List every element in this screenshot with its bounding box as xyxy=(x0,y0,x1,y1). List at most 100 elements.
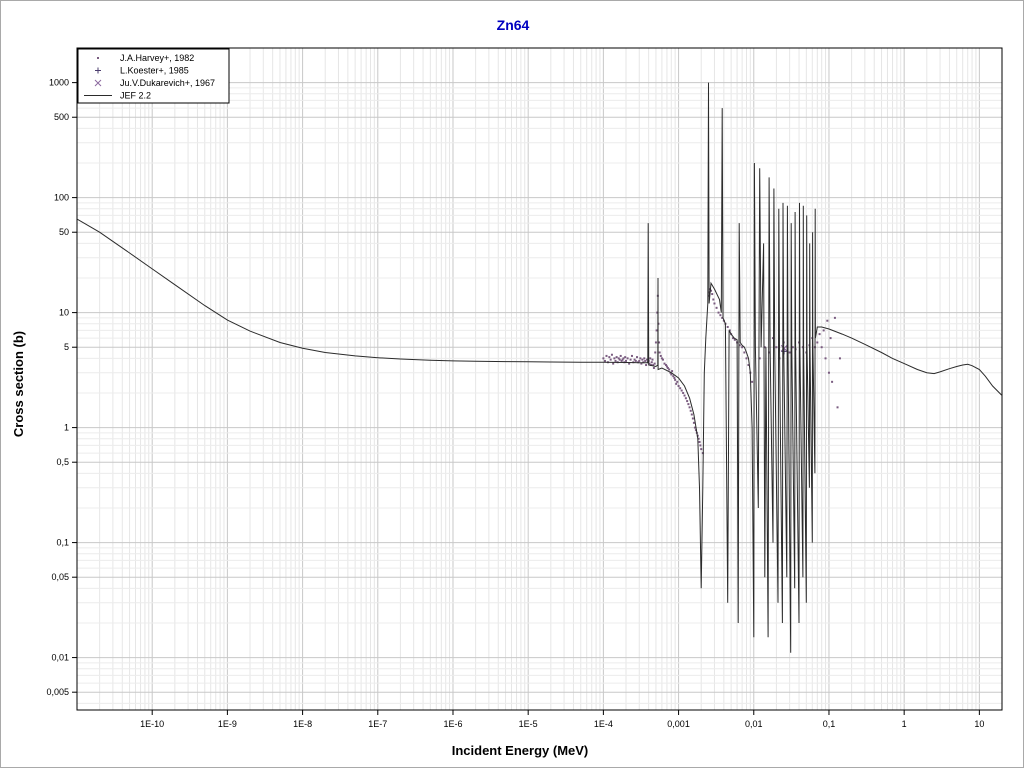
data-point xyxy=(603,359,606,362)
data-point xyxy=(833,316,836,319)
data-point xyxy=(624,356,627,359)
data-point xyxy=(763,346,766,349)
legend-box xyxy=(77,48,230,104)
data-point xyxy=(676,380,679,383)
legend-item: JEF 2.2 xyxy=(84,91,151,101)
series-line xyxy=(77,82,1002,653)
data-point xyxy=(822,329,825,332)
legend-plus-icon xyxy=(95,67,101,74)
data-point xyxy=(636,356,639,359)
data-point xyxy=(711,293,714,296)
legend: J.A.Harvey+, 1982 L.Koester+, 1985 Ju.V.Du… xyxy=(77,48,230,104)
x-tick-label: 0,001 xyxy=(667,719,690,729)
data-point xyxy=(733,338,736,341)
x-axis-ticks: 1E-10 1E-9 1E-8 1E-7 1E-6 1E-5 1E-4 0,001 0,01 0,… xyxy=(140,710,984,729)
data-point xyxy=(689,409,692,412)
data-point xyxy=(619,354,622,357)
data-point xyxy=(626,357,629,360)
data-point xyxy=(633,358,636,361)
legend-x-icon xyxy=(94,79,102,87)
data-point xyxy=(674,378,677,381)
x-tick-label: 10 xyxy=(974,719,984,729)
data-point xyxy=(691,417,694,420)
data-point xyxy=(612,362,615,365)
data-point xyxy=(675,382,678,385)
data-point xyxy=(717,311,720,314)
data-point xyxy=(713,302,716,305)
data-point xyxy=(665,365,668,368)
legend-dot-icon xyxy=(97,57,99,59)
data-point xyxy=(831,380,834,383)
data-point xyxy=(649,357,652,360)
data-point xyxy=(683,394,686,397)
y-axis-ticks: 1000 500 100 50 10 5 1 0,5 0,1 0,05 0,01 0,005 xyxy=(46,78,77,697)
plot-area xyxy=(76,47,1003,711)
data-point xyxy=(653,362,656,365)
data-point xyxy=(816,341,819,344)
chart-title: Zn64 xyxy=(497,17,530,33)
data-point xyxy=(658,351,661,354)
data-point xyxy=(621,358,624,361)
data-point xyxy=(658,341,661,344)
data-point xyxy=(656,311,659,314)
data-point xyxy=(743,351,746,354)
data-point xyxy=(694,429,697,432)
data-point xyxy=(673,376,676,379)
data-point xyxy=(609,358,612,361)
data-point xyxy=(613,357,616,360)
y-tick-label: 0,005 xyxy=(46,687,69,697)
y-tick-label: 0,5 xyxy=(56,457,69,467)
x-tick-label: 1E-4 xyxy=(594,719,613,729)
data-point xyxy=(726,325,729,328)
x-tick-label: 1 xyxy=(902,719,907,729)
data-point xyxy=(710,289,713,292)
data-point xyxy=(818,333,821,336)
y-tick-label: 1000 xyxy=(49,78,69,88)
x-tick-label: 0,1 xyxy=(823,719,836,729)
data-point xyxy=(690,413,693,416)
data-point xyxy=(661,358,664,361)
data-point xyxy=(820,346,823,349)
x-tick-label: 1E-8 xyxy=(293,719,312,729)
data-point xyxy=(747,364,750,367)
y-tick-label: 5 xyxy=(64,342,69,352)
data-point xyxy=(629,358,632,361)
grid xyxy=(76,47,1003,710)
data-point xyxy=(745,357,748,360)
data-point xyxy=(670,373,673,376)
x-tick-label: 1E-6 xyxy=(443,719,462,729)
data-point xyxy=(715,306,718,309)
data-point xyxy=(630,354,633,357)
data-point xyxy=(663,362,666,365)
data-point xyxy=(775,346,778,349)
data-point xyxy=(614,359,617,362)
data-point xyxy=(741,346,744,349)
series-3 xyxy=(77,82,1002,653)
data-point xyxy=(650,361,653,364)
data-point xyxy=(758,357,761,360)
data-point xyxy=(693,426,696,429)
plot-content xyxy=(77,82,1002,653)
data-point xyxy=(829,337,832,340)
data-point xyxy=(628,362,631,365)
y-tick-label: 0,05 xyxy=(51,572,69,582)
data-point xyxy=(634,359,637,362)
data-point xyxy=(788,351,791,354)
data-point xyxy=(827,371,830,374)
data-point xyxy=(652,364,655,367)
y-tick-label: 1 xyxy=(64,423,69,433)
data-point xyxy=(719,314,722,317)
data-point xyxy=(677,384,680,387)
data-point xyxy=(692,421,695,424)
x-tick-label: 0,01 xyxy=(745,719,763,729)
data-point xyxy=(640,362,643,365)
y-tick-label: 10 xyxy=(59,308,69,318)
data-point xyxy=(641,358,644,361)
data-point xyxy=(686,400,689,403)
data-point xyxy=(622,357,625,360)
data-point xyxy=(688,406,691,409)
data-point xyxy=(652,366,655,369)
data-point xyxy=(638,359,641,362)
